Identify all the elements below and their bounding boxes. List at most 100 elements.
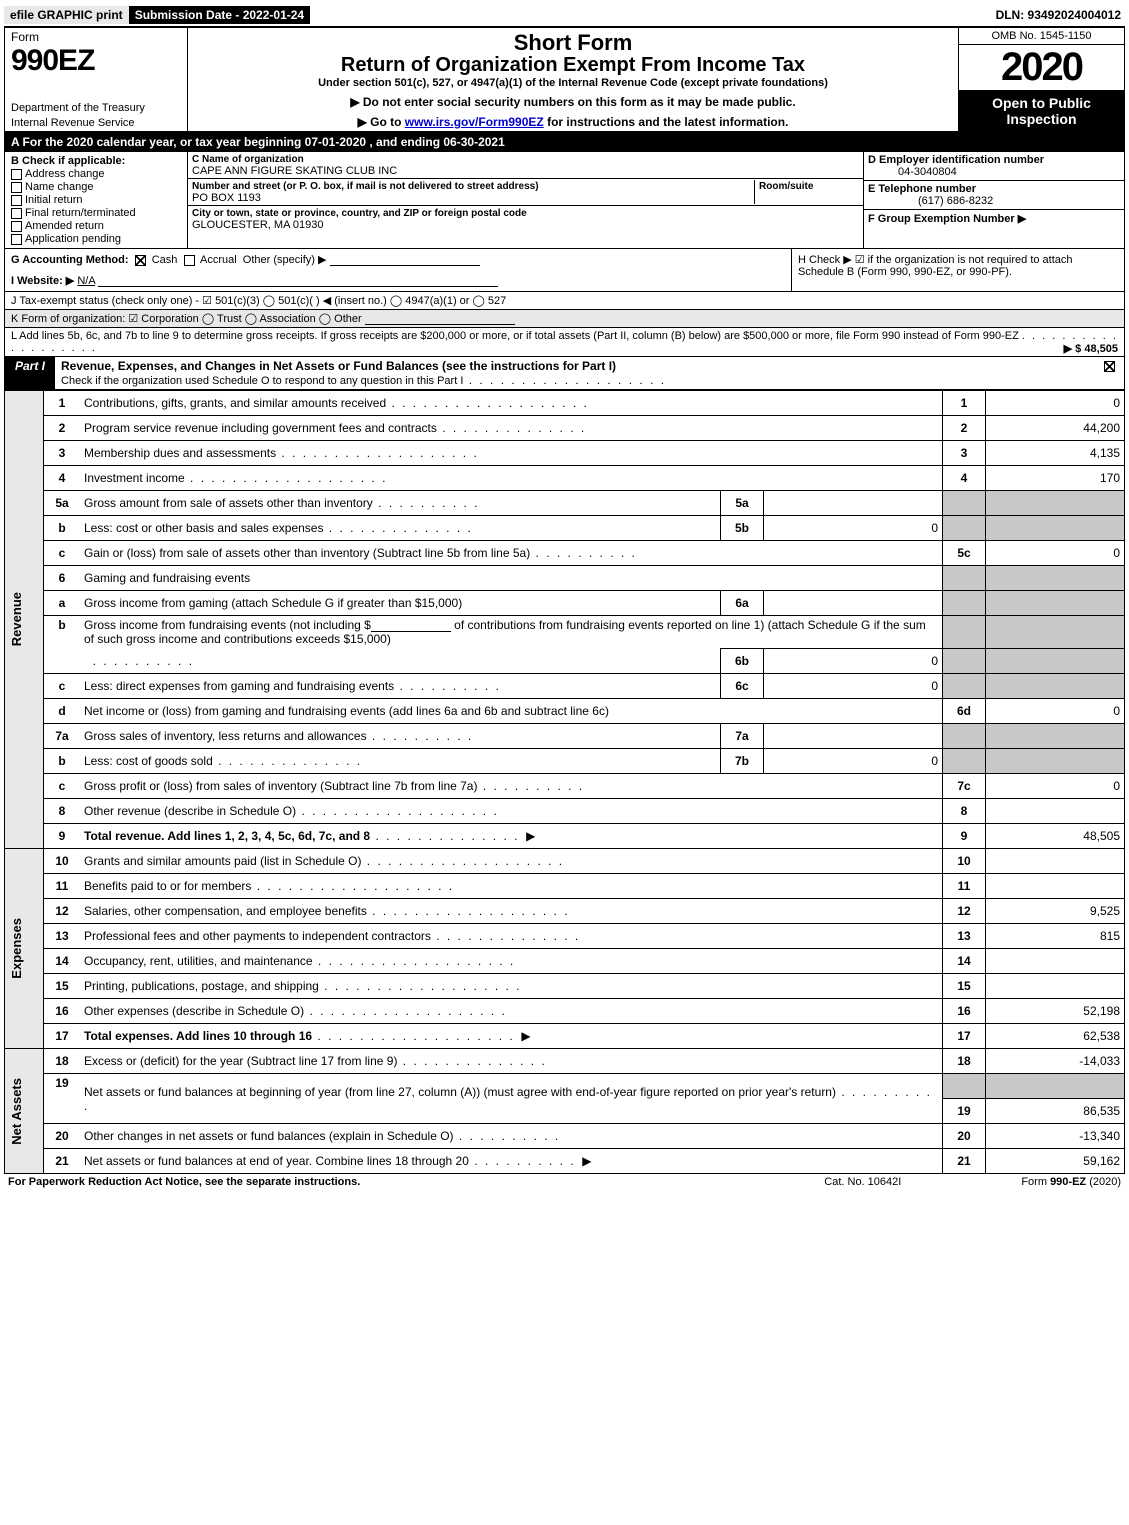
row-1-val: 0 [986, 391, 1125, 416]
k-row: K Form of organization: ☑ Corporation ◯ … [4, 310, 1125, 328]
e-label: E Telephone number [868, 183, 976, 195]
row-17-val: 62,538 [986, 1024, 1125, 1049]
row-6-desc: Gaming and fundraising events [80, 566, 943, 591]
row-7b-num: b [44, 749, 81, 774]
top-bar: efile GRAPHIC print Submission Date - 20… [4, 4, 1125, 28]
row-9-desc: Total revenue. Add lines 1, 2, 3, 4, 5c,… [84, 829, 370, 843]
row-4-num: 4 [44, 466, 81, 491]
part1-header: Part I Revenue, Expenses, and Changes in… [4, 357, 1125, 390]
row-6a-num: a [44, 591, 81, 616]
row-7a-desc: Gross sales of inventory, less returns a… [84, 729, 367, 743]
row-6d-num: d [44, 699, 81, 724]
part1-table: Revenue 1 Contributions, gifts, grants, … [4, 390, 1125, 1174]
addr-label: Number and street (or P. O. box, if mail… [192, 181, 539, 192]
l-row: L Add lines 5b, 6c, and 7b to line 9 to … [4, 328, 1125, 357]
row-5b-desc: Less: cost or other basis and sales expe… [84, 521, 323, 535]
chk-schedule-o[interactable] [1104, 361, 1115, 372]
header-left: Form 990EZ Department of the Treasury In… [5, 28, 188, 131]
row-5c-val: 0 [986, 541, 1125, 566]
row-1-num: 1 [44, 391, 81, 416]
row-3-desc: Membership dues and assessments [84, 446, 276, 460]
irs-link[interactable]: www.irs.gov/Form990EZ [405, 115, 544, 129]
entity-info: B Check if applicable: Address change Na… [4, 152, 1125, 249]
i-row: I Website: ▶ N/A [11, 274, 785, 287]
row-13-desc: Professional fees and other payments to … [84, 929, 431, 943]
row-6-num: 6 [44, 566, 81, 591]
row-18-val: -14,033 [986, 1049, 1125, 1074]
part1-sub: Check if the organization used Schedule … [61, 375, 463, 387]
row-21-val: 59,162 [986, 1149, 1125, 1174]
chk-amended-return[interactable]: Amended return [11, 220, 181, 232]
row-6a-desc: Gross income from gaming (attach Schedul… [84, 596, 462, 610]
title-short-form: Short Form [194, 30, 952, 56]
phone-value: (617) 686-8232 [868, 195, 993, 207]
row-11-num: 11 [44, 874, 81, 899]
form-label: Form [11, 30, 181, 44]
row-7b-sv: 0 [764, 749, 943, 774]
section-gh: G Accounting Method: Cash Accrual Other … [4, 249, 1125, 292]
j-row: J Tax-exempt status (check only one) - ☑… [4, 292, 1125, 310]
row-6b-sv: 0 [764, 649, 943, 674]
dept-irs: Internal Revenue Service [11, 117, 181, 129]
row-12-num: 12 [44, 899, 81, 924]
section-b: B Check if applicable: Address change Na… [5, 152, 188, 248]
row-4-desc: Investment income [84, 471, 185, 485]
form-header: Form 990EZ Department of the Treasury In… [4, 28, 1125, 132]
row-7c-val: 0 [986, 774, 1125, 799]
row-20-val: -13,340 [986, 1124, 1125, 1149]
row-13-num: 13 [44, 924, 81, 949]
row-13-val: 815 [986, 924, 1125, 949]
row-7c-desc: Gross profit or (loss) from sales of inv… [84, 779, 477, 793]
chk-initial-return[interactable]: Initial return [11, 194, 181, 206]
chk-application-pending[interactable]: Application pending [11, 233, 181, 245]
row-14-desc: Occupancy, rent, utilities, and maintena… [84, 954, 313, 968]
row-12-val: 9,525 [986, 899, 1125, 924]
row-2-val: 44,200 [986, 416, 1125, 441]
org-name: CAPE ANN FIGURE SKATING CLUB INC [192, 165, 397, 177]
row-18-num: 18 [44, 1049, 81, 1074]
section-c: C Name of organization CAPE ANN FIGURE S… [188, 152, 863, 248]
i-label: I Website: ▶ [11, 275, 74, 287]
row-15-desc: Printing, publications, postage, and shi… [84, 979, 319, 993]
section-def: D Employer identification number 04-3040… [863, 152, 1124, 248]
g-label: G Accounting Method: [11, 254, 129, 266]
footer-left: For Paperwork Reduction Act Notice, see … [8, 1176, 824, 1188]
chk-name-change[interactable]: Name change [11, 181, 181, 193]
row-5a-desc: Gross amount from sale of assets other t… [84, 496, 373, 510]
tax-year: 2020 [959, 45, 1124, 91]
row-6a-sv [764, 591, 943, 616]
form-number: 990EZ [11, 44, 181, 78]
row-5a-sv [764, 491, 943, 516]
row-6b-num: b [44, 616, 81, 674]
h-box: H Check ▶ ☑ if the organization is not r… [791, 249, 1124, 291]
row-16-desc: Other expenses (describe in Schedule O) [84, 1004, 304, 1018]
chk-accrual[interactable] [184, 255, 195, 266]
row-8-num: 8 [44, 799, 81, 824]
chk-cash[interactable] [135, 255, 146, 266]
efile-tag: efile GRAPHIC print [4, 6, 129, 24]
row-6d-desc: Net income or (loss) from gaming and fun… [80, 699, 943, 724]
row-7a-sv [764, 724, 943, 749]
sidelabel-revenue: Revenue [9, 592, 24, 646]
header-right: OMB No. 1545-1150 2020 Open to Public In… [958, 28, 1124, 131]
row-4-val: 170 [986, 466, 1125, 491]
f-label: F Group Exemption Number ▶ [868, 213, 1026, 225]
dept-treasury: Department of the Treasury [11, 102, 181, 114]
notice-link-line: ▶ Go to www.irs.gov/Form990EZ for instru… [194, 115, 952, 129]
row-2-desc: Program service revenue including govern… [84, 421, 437, 435]
row-15-num: 15 [44, 974, 81, 999]
row-3-val: 4,135 [986, 441, 1125, 466]
row-10-val [986, 849, 1125, 874]
row-9-val: 48,505 [986, 824, 1125, 849]
row-6c-sv: 0 [764, 674, 943, 699]
chk-final-return[interactable]: Final return/terminated [11, 207, 181, 219]
submission-date: Submission Date - 2022-01-24 [129, 6, 310, 24]
ein-value: 04-3040804 [868, 166, 957, 178]
row-14-num: 14 [44, 949, 81, 974]
row-6d-val: 0 [986, 699, 1125, 724]
row-5c-desc: Gain or (loss) from sale of assets other… [84, 546, 530, 560]
g-row: G Accounting Method: Cash Accrual Other … [11, 253, 785, 266]
line-a: A For the 2020 calendar year, or tax yea… [4, 132, 1125, 152]
row-5a-num: 5a [44, 491, 81, 516]
chk-address-change[interactable]: Address change [11, 168, 181, 180]
